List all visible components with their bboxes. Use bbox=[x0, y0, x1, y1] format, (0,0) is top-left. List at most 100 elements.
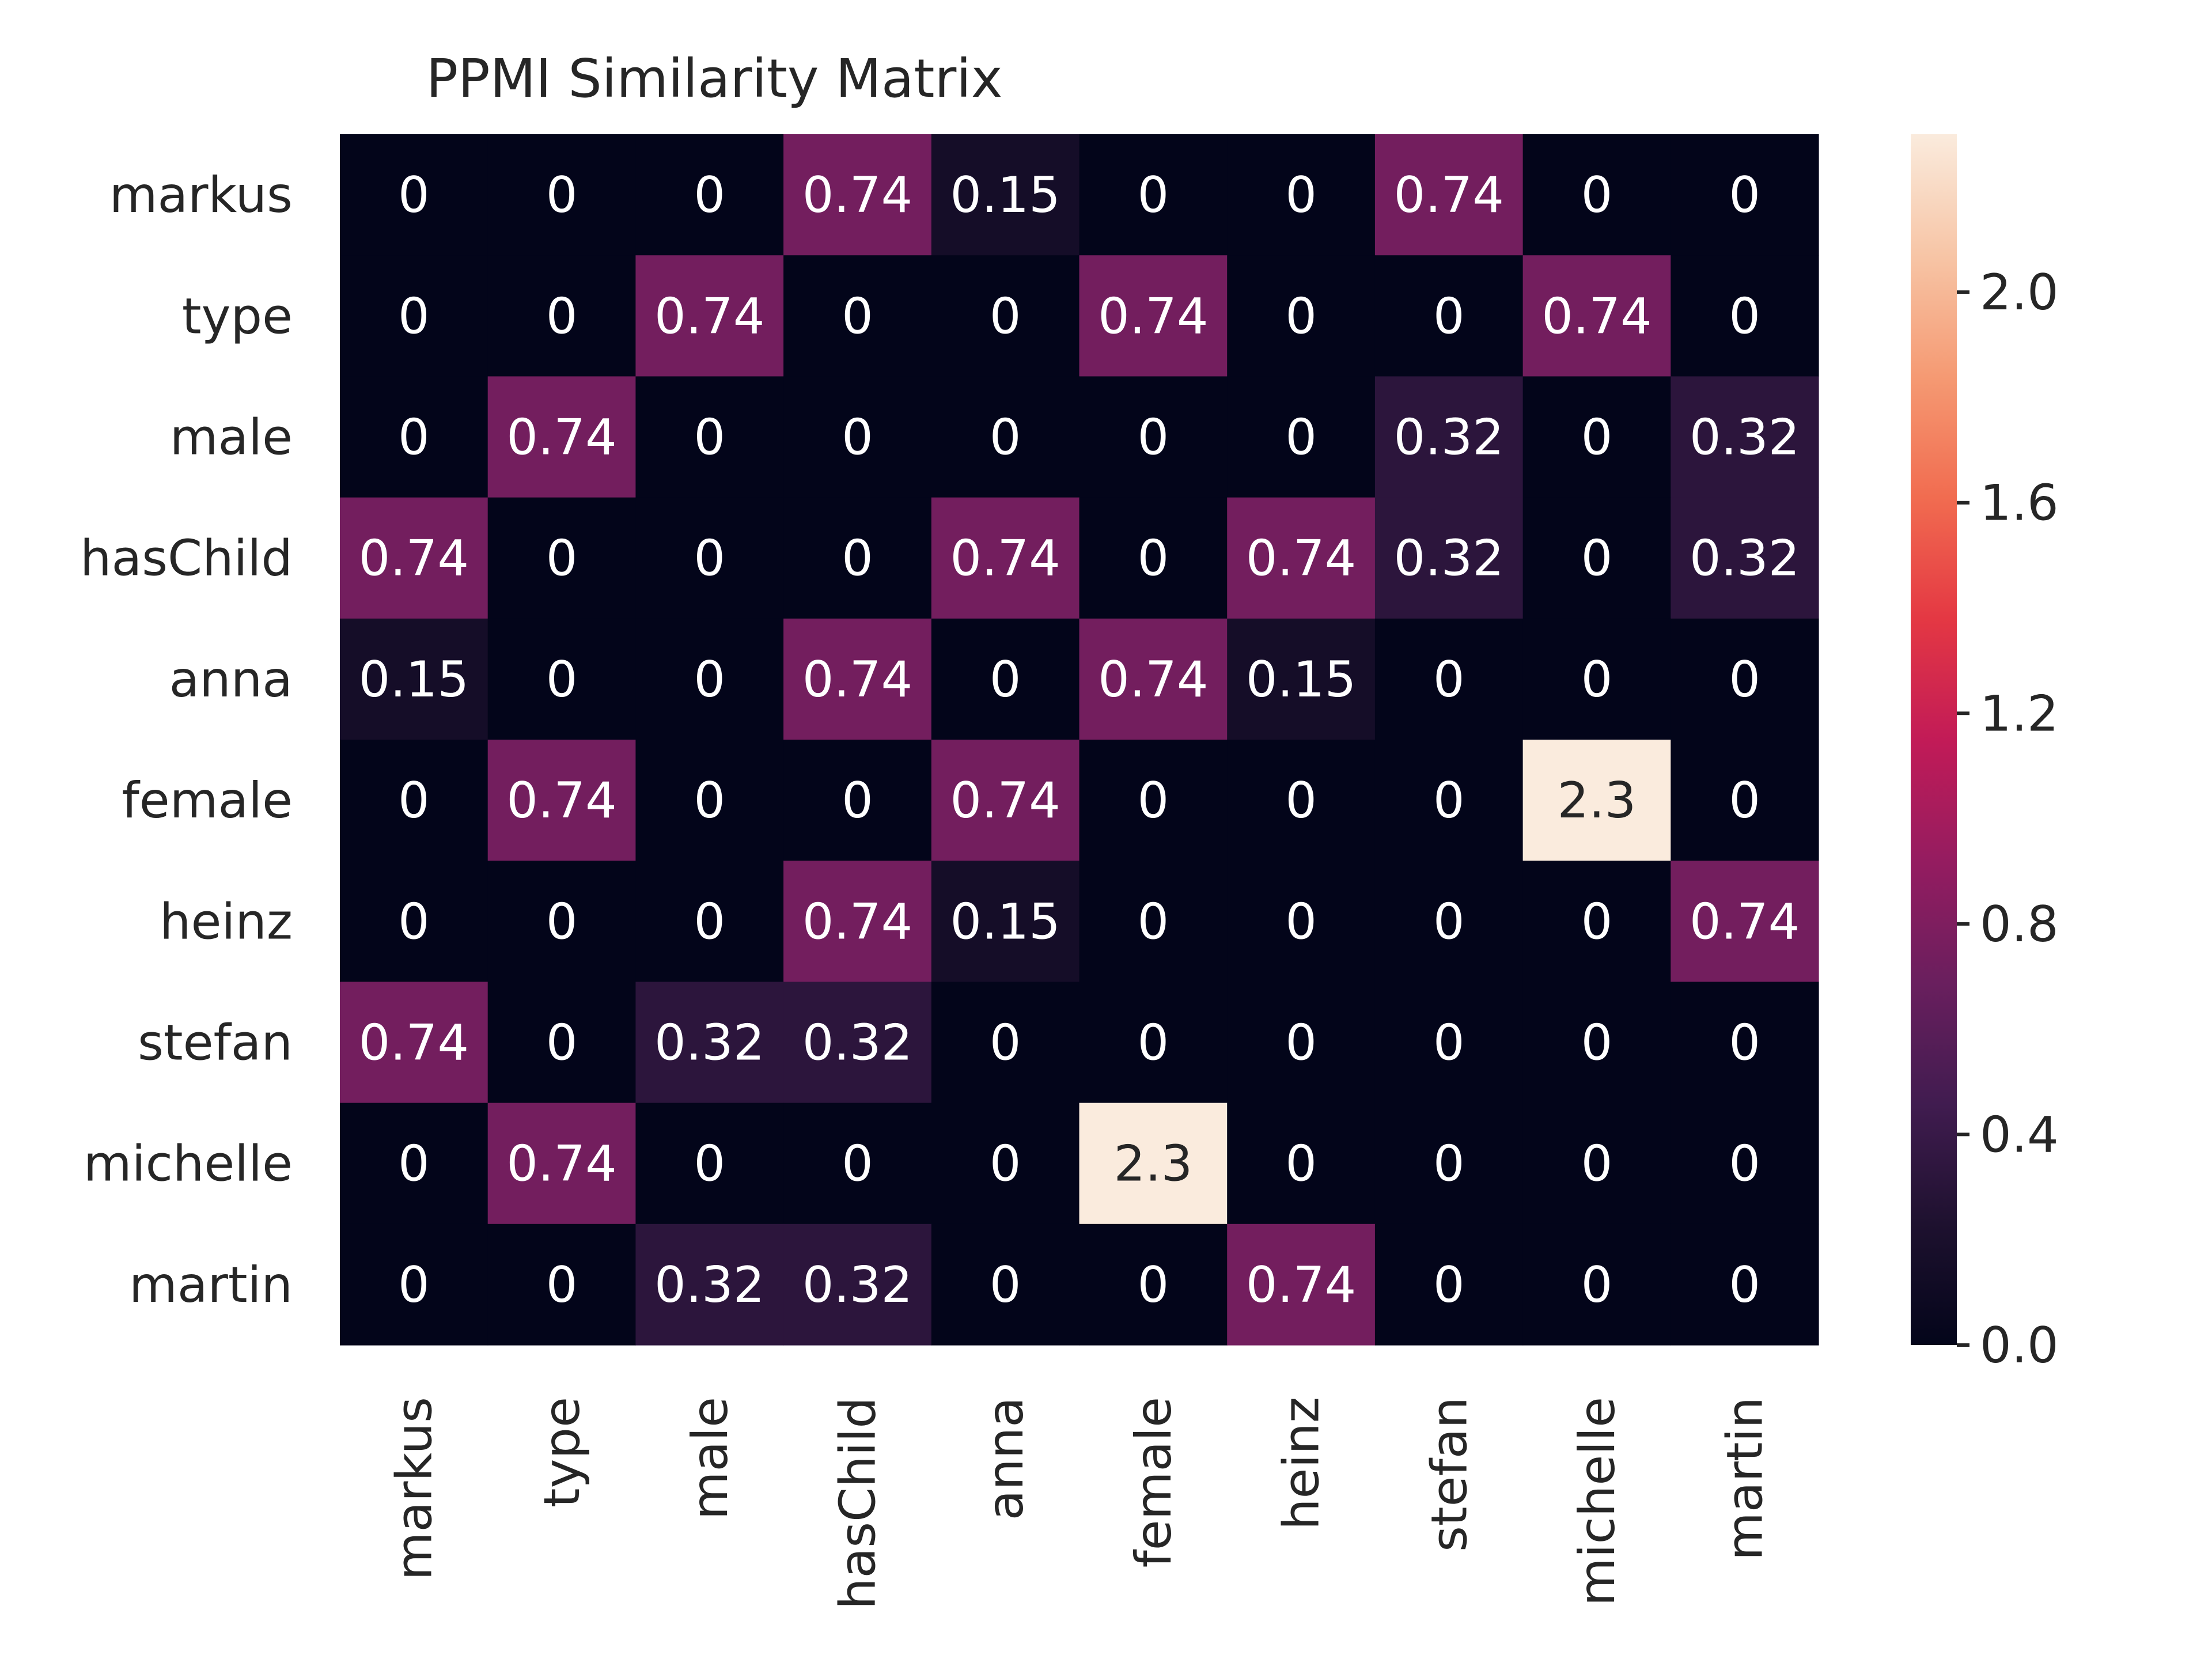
heatmap-cell bbox=[1374, 982, 1524, 1104]
row-label: anna bbox=[169, 651, 293, 709]
heatmap-cell bbox=[931, 255, 1080, 377]
heatmap-cell bbox=[1522, 1103, 1671, 1225]
heatmap-cell bbox=[1374, 255, 1524, 377]
heatmap-cell bbox=[783, 982, 932, 1104]
heatmap-cell bbox=[635, 376, 784, 498]
heatmap-cell bbox=[783, 740, 932, 861]
colorbar-ticks: 0.0 0.4 0.8 1.2 1.6 2.0 bbox=[1957, 264, 2059, 1374]
heatmap-cell bbox=[1079, 618, 1228, 740]
cell-value-label: 0 bbox=[990, 1135, 1021, 1193]
cell-value-label: 0.74 bbox=[1541, 287, 1652, 345]
cell-value-label: 0 bbox=[1137, 893, 1169, 950]
heatmap-cell bbox=[340, 982, 488, 1104]
cell-value-label: 0.32 bbox=[654, 1256, 764, 1314]
heatmap-cell bbox=[1079, 376, 1228, 498]
cell-value-label: 0 bbox=[1285, 893, 1317, 950]
colorbar-tick-label: 0.8 bbox=[1980, 896, 2059, 953]
heatmap-cell bbox=[1522, 497, 1671, 619]
cell-value-label: 0 bbox=[1137, 1256, 1169, 1314]
cell-value-label: 0 bbox=[1729, 287, 1760, 345]
heatmap-cell bbox=[1374, 1103, 1524, 1225]
heatmap-cell bbox=[1227, 376, 1376, 498]
heatmap-cell bbox=[1374, 134, 1524, 256]
cell-value-label: 0 bbox=[398, 409, 430, 467]
cell-value-label: 0 bbox=[694, 772, 725, 830]
chart-title: PPMI Similarity Matrix bbox=[426, 48, 1003, 109]
cell-value-label: 0.32 bbox=[1690, 530, 1800, 588]
cell-value-label: 0.32 bbox=[802, 1256, 912, 1314]
cell-value-label: 0.74 bbox=[1394, 166, 1504, 224]
cell-value-label: 0 bbox=[1433, 772, 1465, 830]
heatmap-cells bbox=[340, 134, 1819, 1346]
heatmap-cell bbox=[1227, 740, 1376, 861]
heatmap-cell bbox=[931, 1103, 1080, 1225]
heatmap-cell bbox=[1522, 1224, 1671, 1346]
heatmap-cell bbox=[1374, 376, 1524, 498]
heatmap-cell bbox=[931, 497, 1080, 619]
cell-value-label: 0 bbox=[1729, 1135, 1760, 1193]
heatmap-cell bbox=[340, 497, 488, 619]
heatmap-cell bbox=[1079, 1103, 1228, 1225]
column-labels: markus type male hasChild anna female heinz ste… bbox=[385, 1397, 1774, 1609]
cell-value-label: 0 bbox=[1285, 166, 1317, 224]
cell-annotations: 0 0 0 0.74 0.15 0 0 0.74 0 0 0 0 0.74 0 0 0.74 0 0 0.74 0 0 0… bbox=[359, 166, 1800, 1314]
heatmap-cell bbox=[635, 1224, 784, 1346]
heatmap-cell bbox=[340, 376, 488, 498]
heatmap-cell bbox=[1079, 1224, 1228, 1346]
heatmap-cell bbox=[783, 134, 932, 256]
heatmap-cell bbox=[1227, 1103, 1376, 1225]
cell-value-label: 0 bbox=[398, 166, 430, 224]
colorbar-tick-label: 1.2 bbox=[1980, 685, 2059, 743]
cell-value-label: 0.74 bbox=[950, 530, 1060, 588]
cell-value-label: 0.74 bbox=[506, 1135, 616, 1193]
cell-value-label: 0 bbox=[1285, 287, 1317, 345]
heatmap-cell bbox=[1374, 740, 1524, 861]
heatmap-cell bbox=[1522, 134, 1671, 256]
heatmap-cell bbox=[783, 255, 932, 377]
cell-value-label: 0.74 bbox=[802, 166, 912, 224]
row-label: markus bbox=[109, 166, 293, 224]
cell-value-label: 0 bbox=[1581, 893, 1613, 950]
heatmap-cell bbox=[1522, 982, 1671, 1104]
heatmap-cell bbox=[1079, 255, 1228, 377]
cell-value-label: 0.74 bbox=[359, 530, 469, 588]
column-label: type bbox=[533, 1397, 591, 1508]
cell-value-label: 0 bbox=[694, 166, 725, 224]
column-label: martin bbox=[1717, 1397, 1774, 1560]
row-label: michelle bbox=[84, 1135, 293, 1193]
cell-value-label: 0 bbox=[1285, 1014, 1317, 1072]
cell-value-label: 0.32 bbox=[1394, 530, 1504, 588]
colorbar-tick-label: 2.0 bbox=[1980, 264, 2059, 321]
cell-value-label: 0 bbox=[842, 772, 873, 830]
cell-value-label: 0.74 bbox=[506, 409, 616, 467]
cell-value-label: 0 bbox=[546, 530, 578, 588]
heatmap-cell bbox=[487, 497, 636, 619]
cell-value-label: 0 bbox=[1433, 287, 1465, 345]
cell-value-label: 0 bbox=[694, 651, 725, 709]
cell-value-label: 0 bbox=[1285, 772, 1317, 830]
heatmap-cell bbox=[635, 618, 784, 740]
heatmap-cell bbox=[1227, 982, 1376, 1104]
heatmap-cell bbox=[1227, 497, 1376, 619]
cell-value-label: 0.32 bbox=[654, 1014, 764, 1072]
cell-value-label: 0.74 bbox=[1690, 893, 1800, 950]
column-label: michelle bbox=[1569, 1397, 1626, 1606]
heatmap-cell bbox=[487, 618, 636, 740]
cell-value-label: 0 bbox=[1137, 409, 1169, 467]
heatmap-cell bbox=[1671, 134, 1819, 256]
heatmap-cell bbox=[340, 255, 488, 377]
cell-value-label: 0 bbox=[990, 1256, 1021, 1314]
heatmap-cell bbox=[931, 740, 1080, 861]
heatmap-cell bbox=[1671, 618, 1819, 740]
cell-value-label: 0 bbox=[842, 287, 873, 345]
heatmap-cell bbox=[1671, 376, 1819, 498]
heatmap-cell bbox=[487, 134, 636, 256]
cell-value-label: 0 bbox=[1729, 1014, 1760, 1072]
heatmap-cell bbox=[635, 134, 784, 256]
cell-value-label: 0 bbox=[546, 1014, 578, 1072]
heatmap-cell bbox=[783, 1224, 932, 1346]
heatmap-cell bbox=[1671, 982, 1819, 1104]
heatmap-cell bbox=[487, 1224, 636, 1346]
cell-value-label: 0 bbox=[546, 287, 578, 345]
